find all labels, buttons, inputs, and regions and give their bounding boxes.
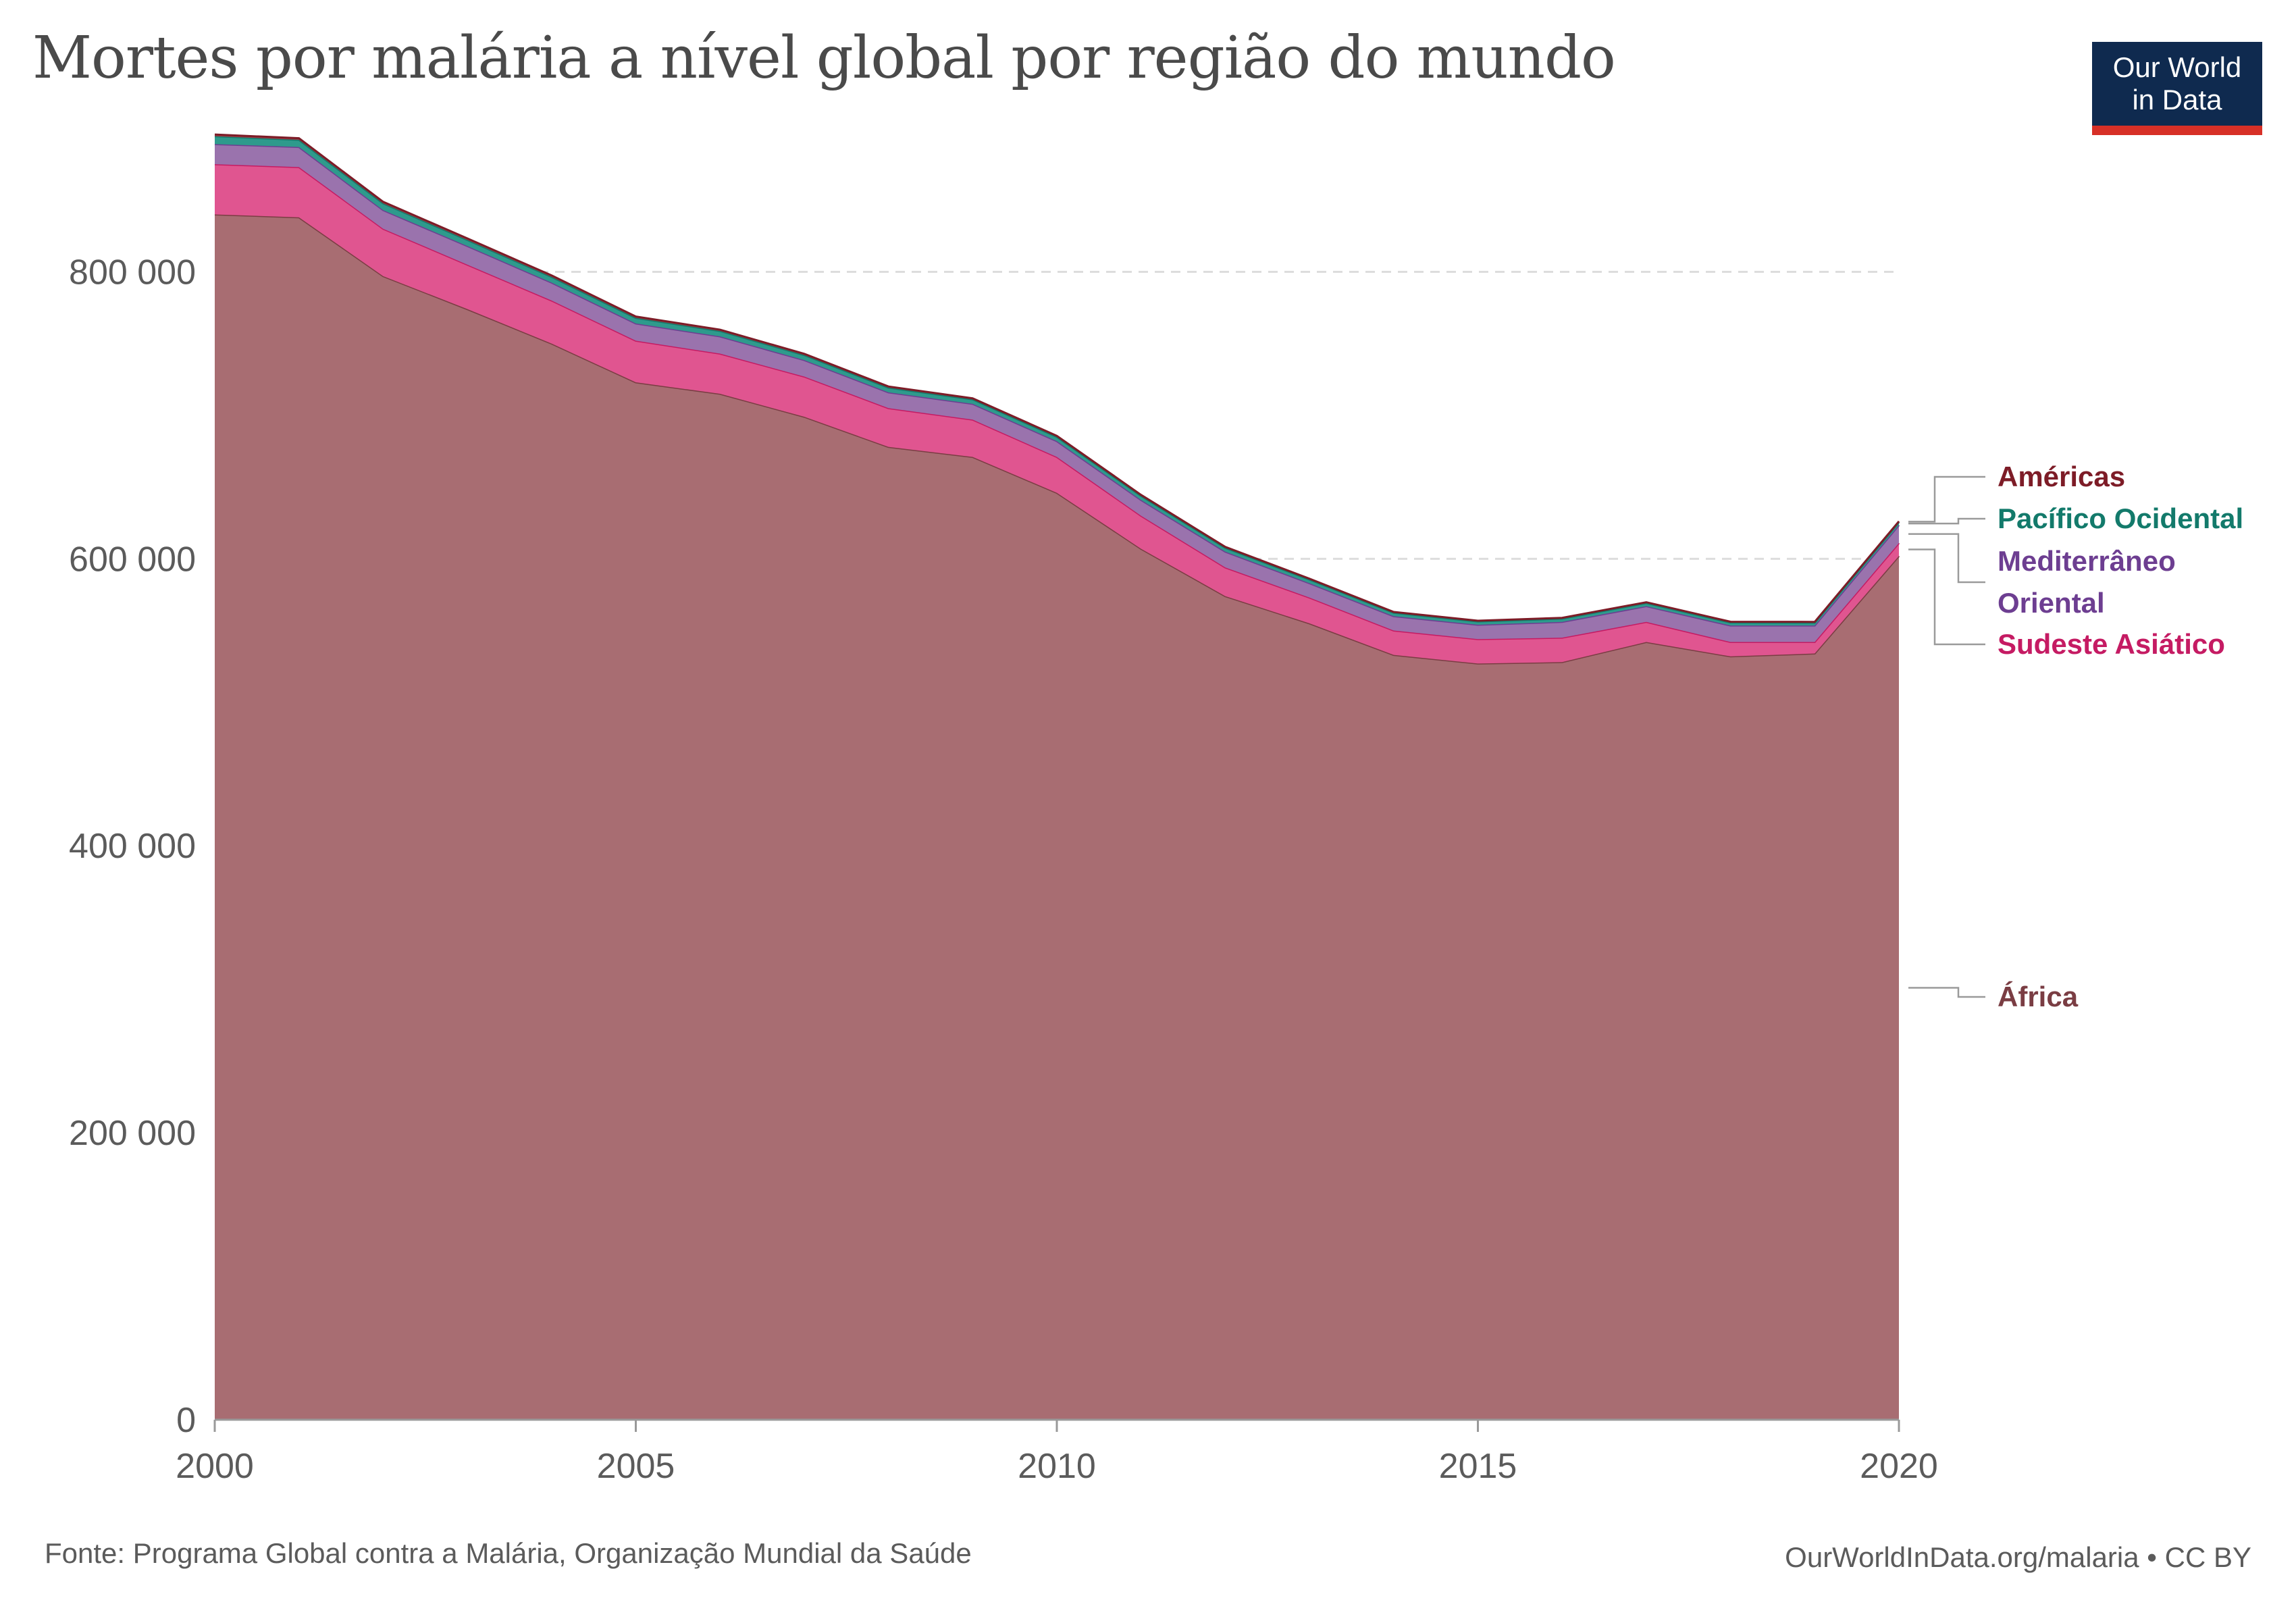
series-label-mediterraneo: Mediterrâneo (1998, 545, 2176, 577)
logo-line-1: Our World (2112, 51, 2242, 83)
y-tick-label: 400 000 (69, 827, 196, 866)
label-connector-pacifico (1908, 517, 1985, 525)
y-tick-label: 200 000 (69, 1114, 196, 1153)
y-tick-label: 600 000 (69, 540, 196, 579)
attribution-link[interactable]: OurWorldInData.org/malaria • CC BY (1785, 1541, 2251, 1573)
series-label-sudeste: Sudeste Asiático (1998, 628, 2225, 660)
x-tick-label: 2010 (1018, 1447, 1096, 1486)
y-tick-label: 0 (176, 1401, 196, 1440)
x-tick-label: 2015 (1439, 1447, 1517, 1486)
x-tick-label: 2020 (1860, 1447, 1938, 1486)
x-tick-label: 2005 (597, 1447, 675, 1486)
series-label-pacifico: Pacífico Ocidental (1998, 503, 2243, 534)
area-africa[interactable] (215, 214, 1899, 1420)
series-line-americas (214, 133, 1900, 623)
series-labels: África Sudeste Asiático Mediterrâneo Orient… (1908, 461, 2243, 1012)
label-connector-mediterraneo (1908, 533, 1985, 584)
series-label-mediterraneo: Oriental (1998, 587, 2105, 619)
chart-title: Mortes por malária a nível global por re… (32, 24, 1616, 92)
owid-logo[interactable]: Our World in Data (2092, 42, 2262, 135)
label-connector-sudeste (1908, 548, 1985, 646)
series-label-americas: Américas (1998, 461, 2125, 492)
area-series (214, 133, 1900, 1420)
y-tick-labels: 0 200 000 400 000 600 000 800 000 (69, 253, 196, 1440)
source-note: Fonte: Programa Global contra a Malária,… (45, 1537, 972, 1569)
x-tick-label: 2000 (176, 1447, 254, 1486)
logo-line-2: in Data (2132, 84, 2222, 115)
label-connector-americas (1908, 475, 1985, 523)
axes (213, 1418, 1900, 1432)
label-connector-africa (1908, 987, 1985, 998)
x-tick-labels: 2000 2005 2010 2015 2020 (176, 1447, 1938, 1486)
series-label-africa: África (1998, 981, 2079, 1012)
y-tick-label: 800 000 (69, 253, 196, 292)
